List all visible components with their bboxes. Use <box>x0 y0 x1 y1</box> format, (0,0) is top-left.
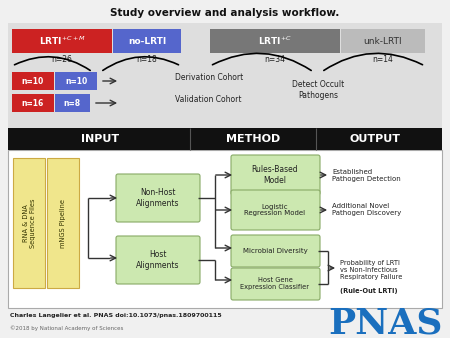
FancyBboxPatch shape <box>231 235 320 267</box>
Text: METHOD: METHOD <box>226 134 280 144</box>
Text: PNAS: PNAS <box>328 307 442 338</box>
Text: Charles Langelier et al. PNAS doi:10.1073/pnas.1809700115: Charles Langelier et al. PNAS doi:10.107… <box>10 314 222 318</box>
Text: Microbial Diversity: Microbial Diversity <box>243 248 307 254</box>
Text: n=26: n=26 <box>52 55 72 65</box>
Text: n=10: n=10 <box>22 76 44 86</box>
FancyBboxPatch shape <box>8 150 442 308</box>
FancyBboxPatch shape <box>8 23 442 148</box>
Text: n=34: n=34 <box>265 55 285 65</box>
Text: n=18: n=18 <box>137 55 157 65</box>
Text: Logistic
Regression Model: Logistic Regression Model <box>244 203 306 217</box>
Text: n=16: n=16 <box>22 98 44 107</box>
FancyBboxPatch shape <box>113 29 181 53</box>
FancyBboxPatch shape <box>341 29 425 53</box>
FancyBboxPatch shape <box>47 158 79 288</box>
Text: Established
Pathogen Detection: Established Pathogen Detection <box>332 169 401 182</box>
Text: Host Gene
Expression Classifier: Host Gene Expression Classifier <box>240 277 310 290</box>
FancyBboxPatch shape <box>12 72 54 90</box>
FancyBboxPatch shape <box>12 29 112 53</box>
FancyBboxPatch shape <box>12 94 54 112</box>
Text: no-LRTI: no-LRTI <box>128 37 166 46</box>
Text: INPUT: INPUT <box>81 134 119 144</box>
Text: n=8: n=8 <box>63 98 81 107</box>
Text: OUTPUT: OUTPUT <box>350 134 400 144</box>
Text: unk-LRTI: unk-LRTI <box>364 37 402 46</box>
FancyBboxPatch shape <box>116 236 200 284</box>
Text: Host
Alignments: Host Alignments <box>136 250 180 270</box>
FancyBboxPatch shape <box>231 155 320 195</box>
Text: LRTI$^{+C+M}$: LRTI$^{+C+M}$ <box>39 35 86 47</box>
Text: n=10: n=10 <box>65 76 87 86</box>
Text: LRTI$^{+C}$: LRTI$^{+C}$ <box>258 35 292 47</box>
Text: RNA & DNA
Sequence Files: RNA & DNA Sequence Files <box>22 198 36 248</box>
FancyBboxPatch shape <box>231 268 320 300</box>
Text: Study overview and analysis workflow.: Study overview and analysis workflow. <box>110 8 340 18</box>
Text: mNGS Pipeline: mNGS Pipeline <box>60 198 66 247</box>
Text: Non-Host
Alignments: Non-Host Alignments <box>136 188 180 208</box>
FancyBboxPatch shape <box>8 128 442 150</box>
FancyBboxPatch shape <box>13 158 45 288</box>
FancyBboxPatch shape <box>210 29 340 53</box>
Text: Rules-Based
Model: Rules-Based Model <box>252 165 298 185</box>
Text: Additional Novel
Pathogen Discovery: Additional Novel Pathogen Discovery <box>332 203 401 217</box>
Text: Derivation Cohort: Derivation Cohort <box>175 73 243 82</box>
Text: Detect Occult
Pathogens: Detect Occult Pathogens <box>292 80 344 100</box>
Text: Validation Cohort: Validation Cohort <box>175 96 242 104</box>
Text: (Rule-Out LRTI): (Rule-Out LRTI) <box>340 288 398 294</box>
Text: n=14: n=14 <box>373 55 393 65</box>
FancyBboxPatch shape <box>116 174 200 222</box>
Text: Probability of LRTI
vs Non-Infectious
Respiratory Failure: Probability of LRTI vs Non-Infectious Re… <box>340 260 402 280</box>
FancyBboxPatch shape <box>55 72 97 90</box>
FancyBboxPatch shape <box>231 190 320 230</box>
Text: ©2018 by National Academy of Sciences: ©2018 by National Academy of Sciences <box>10 325 123 331</box>
FancyBboxPatch shape <box>55 94 90 112</box>
